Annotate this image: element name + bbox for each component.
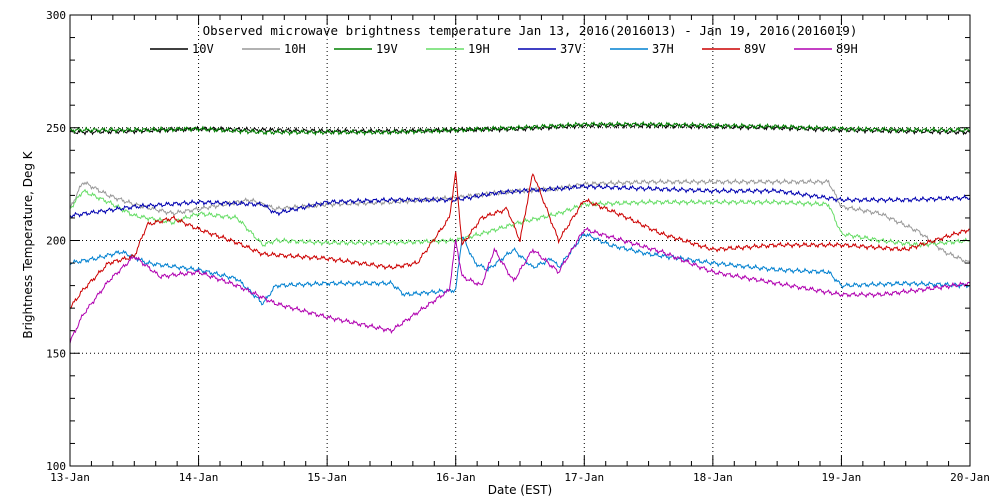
- y-tick-label: 200: [46, 235, 66, 248]
- legend-label-19v: 19V: [376, 42, 398, 56]
- series-line-19h: [69, 188, 971, 248]
- series-line-89h: [69, 226, 971, 344]
- series-line-19v: [69, 120, 971, 136]
- series-layer: [69, 120, 971, 344]
- legend-label-10v: 10V: [192, 42, 214, 56]
- y-axis-title: Brightness Temperature, Deg K: [21, 150, 35, 338]
- x-tick-label: 18-Jan: [693, 471, 733, 484]
- x-tick-label: 14-Jan: [179, 471, 219, 484]
- series-line-37v: [69, 183, 971, 218]
- series-line-37h: [69, 232, 971, 306]
- x-tick-label: 19-Jan: [822, 471, 862, 484]
- y-tick-label: 300: [46, 9, 66, 22]
- y-tick-label: 250: [46, 122, 66, 135]
- x-tick-label: 13-Jan: [50, 471, 90, 484]
- y-tick-label: 100: [46, 460, 66, 473]
- series-line-89v: [69, 171, 971, 310]
- legend-label-89v: 89V: [744, 42, 766, 56]
- legend-label-10h: 10H: [284, 42, 306, 56]
- legend-label-37h: 37H: [652, 42, 674, 56]
- legend-label-89h: 89H: [836, 42, 858, 56]
- axis-ticks: [69, 14, 971, 467]
- y-tick-labels: 100 150 200 250 300: [46, 9, 66, 473]
- x-tick-label: 15-Jan: [307, 471, 347, 484]
- legend-label-37v: 37V: [560, 42, 582, 56]
- legend-label-19h: 19H: [468, 42, 490, 56]
- x-tick-labels: 13-Jan 14-Jan 15-Jan 16-Jan 17-Jan 18-Jan 19-J…: [50, 471, 990, 484]
- x-axis-title: Date (EST): [488, 483, 552, 497]
- y-tick-label: 150: [46, 347, 66, 360]
- chart-title: Observed microwave brightness temperatur…: [203, 23, 858, 38]
- legend: 10V 10H 19V 19H 37V 37H 89V 89H: [150, 42, 858, 56]
- x-tick-label: 20-Jan: [950, 471, 990, 484]
- x-tick-label: 16-Jan: [436, 471, 476, 484]
- x-tick-label: 17-Jan: [564, 471, 604, 484]
